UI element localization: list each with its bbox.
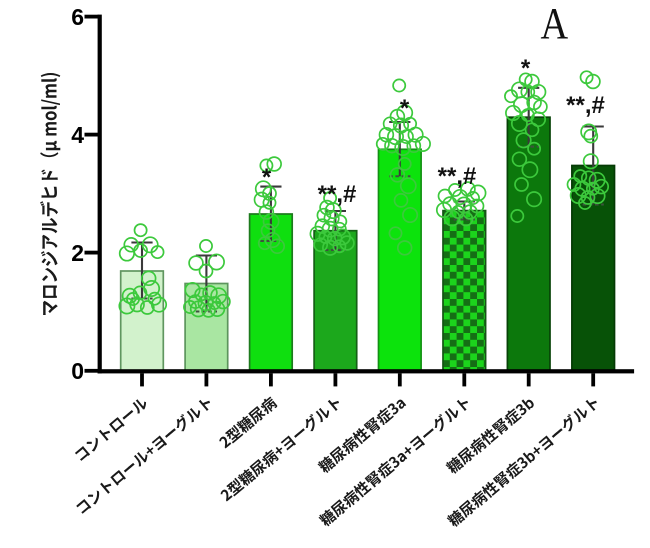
svg-text:6: 6	[71, 4, 84, 30]
svg-text:A: A	[541, 0, 569, 48]
svg-text:*: *	[521, 55, 531, 82]
svg-text:*: *	[262, 164, 272, 191]
svg-text:**,#: **,#	[566, 92, 605, 119]
svg-text:2: 2	[71, 240, 84, 266]
svg-text:*: *	[400, 95, 410, 122]
svg-text:0: 0	[71, 358, 84, 384]
svg-text:**,#: **,#	[318, 181, 357, 208]
svg-text:4: 4	[71, 122, 84, 148]
svg-text:**,#: **,#	[438, 163, 477, 190]
